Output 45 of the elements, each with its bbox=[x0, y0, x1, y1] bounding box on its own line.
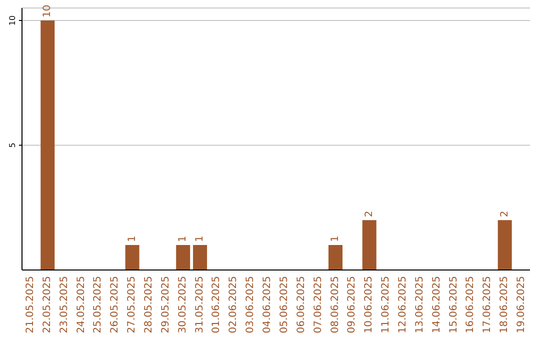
bar bbox=[362, 220, 376, 270]
x-tick-label: 13.06.2025 bbox=[414, 276, 426, 334]
x-tick-label: 12.06.2025 bbox=[398, 276, 408, 334]
x-tick-label: 31.05.2025 bbox=[194, 276, 206, 334]
x-tick-label: 07.06.2025 bbox=[312, 276, 324, 334]
x-tick-label: 17.06.2025 bbox=[482, 276, 494, 334]
x-tick-label: 30.05.2025 bbox=[177, 276, 188, 334]
data-label: 2 bbox=[364, 210, 375, 218]
x-tick-label: 16.06.2025 bbox=[465, 276, 476, 334]
data-label: 1 bbox=[126, 236, 138, 242]
x-tick-label: 10.06.2025 bbox=[364, 276, 375, 334]
x-tick-label: 08.06.2025 bbox=[330, 276, 341, 334]
x-tick-label: 04.06.2025 bbox=[262, 276, 274, 334]
x-tick-label: 18.06.2025 bbox=[499, 276, 510, 334]
x-tick-label: 14.06.2025 bbox=[431, 276, 442, 334]
data-label: 10 bbox=[42, 4, 54, 18]
x-tick-label: 19.06.2025 bbox=[516, 276, 528, 334]
x-tick-label: 03.06.2025 bbox=[245, 276, 256, 334]
bar bbox=[40, 20, 55, 270]
x-tick-label: 22.05.2025 bbox=[42, 276, 53, 334]
bar bbox=[193, 245, 208, 270]
bar bbox=[125, 245, 140, 270]
x-tick-label: 09.06.2025 bbox=[346, 276, 358, 334]
x-tick-label: 28.05.2025 bbox=[144, 276, 154, 334]
x-tick-label: 15.06.2025 bbox=[448, 276, 460, 334]
x-tick-label: 11.06.2025 bbox=[380, 276, 392, 334]
bar bbox=[176, 245, 190, 270]
data-label: 1 bbox=[178, 236, 189, 242]
x-tick-label: 21.05.2025 bbox=[24, 276, 36, 334]
x-tick-label: 06.06.2025 bbox=[296, 276, 307, 334]
x-tick-label: 02.06.2025 bbox=[228, 276, 240, 334]
x-tick-label: 26.05.2025 bbox=[110, 276, 121, 334]
data-label: 1 bbox=[194, 236, 206, 242]
x-tick-label: 29.05.2025 bbox=[160, 276, 172, 334]
x-tick-label: 24.05.2025 bbox=[76, 276, 87, 334]
x-tick-label: 23.05.2025 bbox=[58, 276, 70, 334]
data-label: 1 bbox=[330, 236, 341, 242]
x-tick-label: 01.06.2025 bbox=[211, 276, 222, 334]
x-tick-label: 05.06.2025 bbox=[278, 276, 290, 334]
x-tick-label: 25.05.2025 bbox=[92, 276, 104, 334]
y-tick-label: 5 bbox=[8, 142, 17, 148]
bar bbox=[498, 220, 512, 270]
bar bbox=[328, 245, 342, 270]
x-tick-label: 27.05.2025 bbox=[126, 276, 138, 334]
data-label: 2 bbox=[499, 210, 510, 218]
